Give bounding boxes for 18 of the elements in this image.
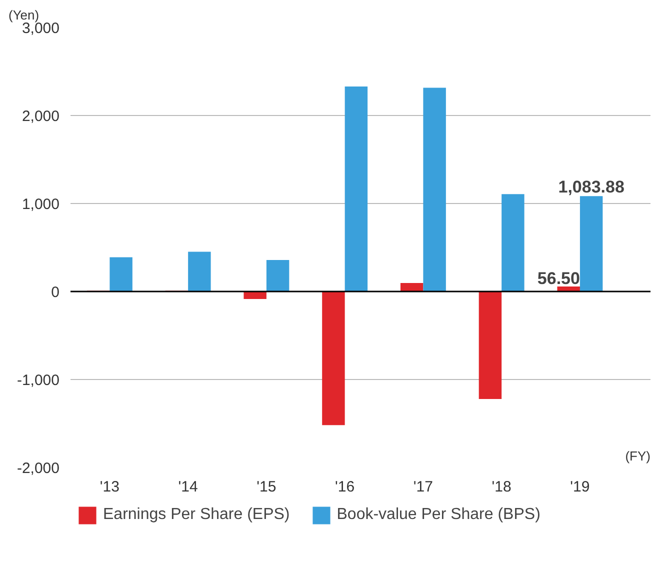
legend-label: Earnings Per Share (EPS): [103, 506, 290, 524]
x-tick-label: '14: [178, 478, 198, 496]
x-tick-label: '15: [256, 478, 276, 496]
y-tick-label: 0: [51, 284, 60, 301]
x-tick-label: '16: [335, 478, 355, 496]
y-axis-title: (Yen): [8, 8, 40, 22]
data-label: 56.50: [537, 268, 580, 288]
data-label: 1,083.88: [558, 178, 624, 197]
x-axis-title: (FY): [625, 448, 651, 464]
y-tick-label: 1,000: [22, 196, 60, 213]
y-tick-label: -1,000: [16, 372, 60, 389]
x-tick-label: '17: [413, 478, 433, 496]
legend-label: Book-value Per Share (BPS): [336, 506, 540, 524]
x-tick-label: '13: [100, 478, 120, 496]
y-tick-label: 2,000: [22, 108, 60, 125]
y-tick-label: -2,000: [16, 460, 60, 477]
x-tick-label: '18: [492, 478, 512, 496]
x-tick-label: '19: [570, 478, 590, 496]
